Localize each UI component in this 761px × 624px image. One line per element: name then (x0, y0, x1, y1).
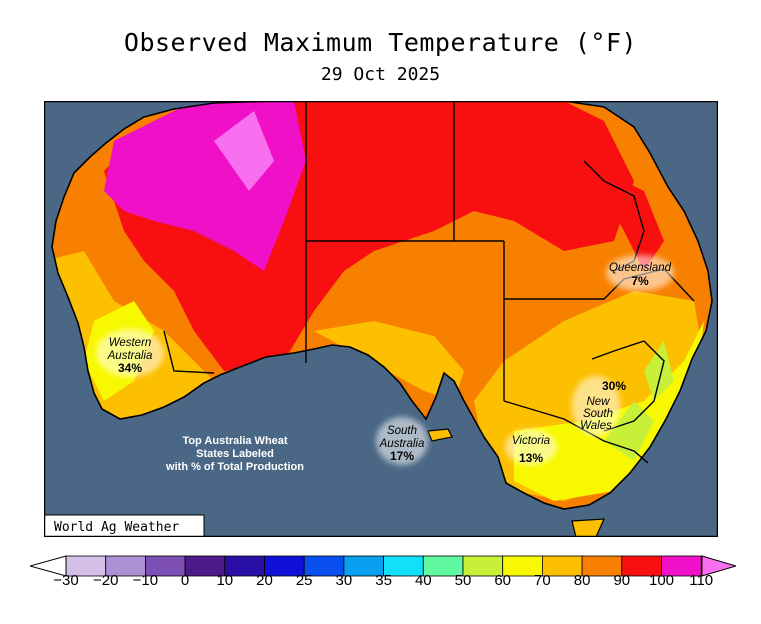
legend-tick-label: 30 (335, 572, 353, 589)
state-name-line: New (586, 396, 610, 408)
label-western-australia: Western Australia 34% (96, 329, 164, 377)
state-name-line: Queensland (609, 262, 672, 274)
label-victoria: Victoria 13% (505, 429, 557, 465)
legend-tick-label: 10 (216, 572, 234, 589)
tasmania (571, 518, 605, 537)
legend-tick-label: 110 (689, 572, 714, 589)
state-name-line: Australia (379, 438, 425, 450)
kangaroo-island (427, 428, 453, 442)
legend-tick-label: 35 (375, 572, 392, 589)
label-new-south-wales: 30% New South Wales (572, 376, 626, 436)
legend-tick-label: −30 (53, 572, 79, 589)
note-line: with % of Total Production (165, 461, 304, 473)
label-queensland: Queensland 7% (606, 255, 674, 291)
map-frame (44, 101, 718, 537)
state-percentage: 13% (519, 451, 543, 465)
legend-tick-label: 25 (295, 572, 313, 589)
state-name-line: South (583, 408, 613, 420)
legend-cells (65, 555, 702, 577)
legend-left-arrow (30, 555, 67, 577)
state-name-line: Victoria (512, 435, 550, 447)
note-line: States Labeled (196, 448, 274, 460)
state-percentage: 30% (602, 379, 626, 393)
legend-tick-label: 20 (256, 572, 273, 589)
legend-ticks: −30 −20 −10 0 10 20 25 30 35 40 50 60 70 80 90 100 110 (0, 572, 761, 594)
legend-tick-label: −20 (92, 572, 119, 589)
temperature-map: Western Australia 34% South Australia 17… (44, 101, 718, 537)
state-percentage: 34% (118, 361, 142, 375)
legend-tick-label: 60 (494, 572, 512, 589)
map-title: Observed Maximum Temperature (°F) (123, 28, 638, 57)
credit-box: World Ag Weather (44, 514, 205, 537)
legend-tick-label: 70 (534, 572, 551, 589)
legend-tick-label: 50 (454, 572, 472, 589)
wheat-note: Top Australia Wheat States Labeled with … (165, 435, 304, 473)
credit-text: World Ag Weather (54, 520, 179, 535)
legend-tick-label: 90 (613, 572, 631, 589)
legend-tick-label: 100 (648, 572, 675, 589)
legend-tick-label: 0 (180, 572, 190, 589)
label-south-australia: South Australia 17% (376, 417, 428, 465)
legend-tick-label: 40 (414, 572, 432, 589)
state-name-line: Wales (580, 420, 612, 432)
state-name-line: Australia (107, 350, 153, 362)
color-legend (30, 555, 736, 577)
note-line: Top Australia Wheat (182, 435, 287, 447)
map-date: 29 Oct 2025 (320, 64, 441, 85)
state-name-line: Western (109, 337, 152, 349)
state-percentage: 7% (631, 274, 649, 288)
legend-cell (661, 555, 702, 577)
state-percentage: 17% (390, 449, 414, 463)
state-name-line: South (387, 425, 417, 437)
legend-tick-label: −10 (132, 572, 159, 589)
legend-tick-label: 80 (573, 572, 591, 589)
legend-right-arrow (701, 555, 736, 577)
